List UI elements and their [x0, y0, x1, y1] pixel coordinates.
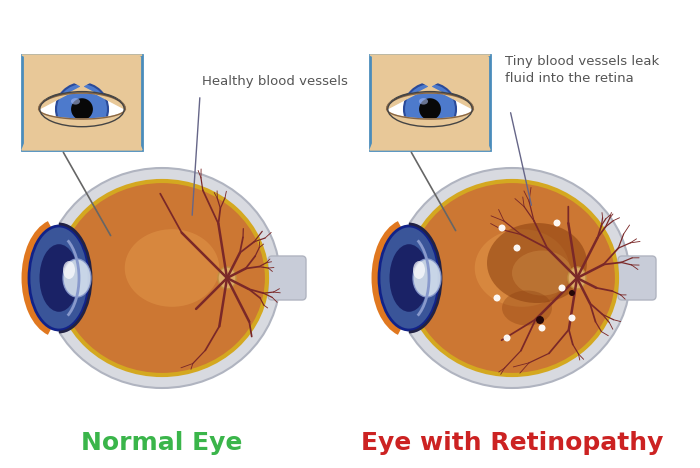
- Ellipse shape: [413, 259, 441, 297]
- Bar: [22, 55, 142, 150]
- Ellipse shape: [11, 243, 71, 313]
- Ellipse shape: [125, 229, 219, 307]
- Text: Eye with Retinopathy: Eye with Retinopathy: [360, 431, 663, 455]
- Ellipse shape: [475, 229, 569, 307]
- Circle shape: [569, 290, 575, 296]
- FancyBboxPatch shape: [618, 256, 656, 300]
- Ellipse shape: [63, 261, 75, 279]
- Circle shape: [419, 98, 441, 120]
- Text: Normal Eye: Normal Eye: [81, 431, 243, 455]
- Polygon shape: [370, 55, 490, 109]
- Ellipse shape: [394, 168, 630, 388]
- Polygon shape: [22, 55, 142, 109]
- Ellipse shape: [407, 181, 617, 375]
- Circle shape: [494, 294, 500, 301]
- Ellipse shape: [487, 223, 587, 303]
- Circle shape: [559, 285, 566, 292]
- Circle shape: [404, 83, 456, 135]
- Ellipse shape: [568, 267, 586, 289]
- Circle shape: [554, 219, 561, 227]
- Ellipse shape: [44, 168, 280, 388]
- Circle shape: [536, 316, 544, 324]
- Ellipse shape: [57, 181, 267, 375]
- Ellipse shape: [38, 91, 125, 127]
- Circle shape: [568, 314, 575, 322]
- Circle shape: [498, 225, 505, 232]
- Polygon shape: [22, 109, 142, 150]
- Circle shape: [514, 244, 521, 251]
- Ellipse shape: [29, 226, 89, 330]
- Ellipse shape: [419, 98, 428, 105]
- Circle shape: [538, 324, 545, 331]
- Ellipse shape: [39, 244, 78, 312]
- Ellipse shape: [512, 250, 572, 295]
- Circle shape: [503, 335, 510, 342]
- Ellipse shape: [379, 226, 439, 330]
- Ellipse shape: [361, 243, 421, 313]
- FancyBboxPatch shape: [268, 256, 306, 300]
- Ellipse shape: [387, 91, 473, 127]
- Ellipse shape: [389, 244, 428, 312]
- Ellipse shape: [502, 291, 552, 326]
- Ellipse shape: [71, 98, 80, 105]
- Ellipse shape: [413, 261, 425, 279]
- Bar: [370, 55, 490, 150]
- Circle shape: [71, 98, 93, 120]
- Text: Healthy blood vessels: Healthy blood vessels: [202, 75, 348, 88]
- Text: Tiny blood vessels leak
fluid into the retina: Tiny blood vessels leak fluid into the r…: [505, 54, 659, 86]
- Ellipse shape: [63, 259, 91, 297]
- Ellipse shape: [218, 267, 236, 289]
- Circle shape: [56, 83, 108, 135]
- Polygon shape: [370, 109, 490, 150]
